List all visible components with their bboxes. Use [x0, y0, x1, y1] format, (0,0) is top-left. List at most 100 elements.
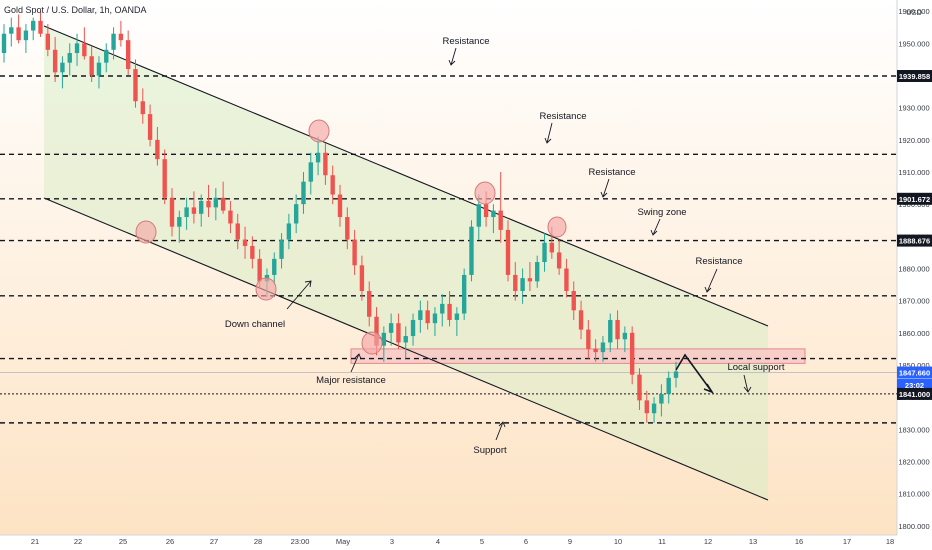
time-tick-label: 18 [886, 537, 894, 546]
annotation-swing-zone: Swing zone [637, 207, 686, 218]
price-tick-label: 1930.000 [898, 104, 929, 113]
candle-body [352, 239, 357, 266]
touch-circle [361, 331, 383, 355]
candle-body [469, 226, 474, 275]
touch-circle [474, 181, 496, 205]
time-tick-label: 23:00 [291, 537, 310, 546]
candle-body [345, 217, 350, 240]
price-label-badge [897, 192, 932, 205]
time-tick-label: 5 [480, 537, 484, 546]
candle-body [31, 20, 36, 31]
annotation-resistance-3: Resistance [589, 167, 636, 178]
candle-body [38, 20, 43, 34]
horizontal-levels [0, 75, 897, 424]
candle-body [162, 159, 167, 198]
time-tick-label: 10 [614, 537, 622, 546]
candle-body [177, 217, 182, 227]
touch-circle [135, 220, 157, 244]
time-tick-label: 3 [390, 537, 394, 546]
candle-body [410, 319, 416, 337]
candle-body [257, 258, 262, 282]
time-tick-label: 26 [166, 537, 174, 546]
time-tick-label: 6 [524, 537, 528, 546]
candle-body [155, 139, 160, 160]
candle-body [586, 329, 591, 349]
candle-body [666, 377, 671, 394]
time-tick-label: 13 [749, 537, 757, 546]
candle-body [9, 27, 14, 34]
candle-body [1, 33, 7, 54]
candle-body [279, 239, 284, 259]
projection-path[interactable] [675, 353, 713, 393]
candle-body [593, 348, 598, 353]
time-axis-background [0, 535, 897, 550]
touch-circle [255, 277, 277, 301]
price-tick-label: 1960.000 [898, 7, 929, 16]
projection-arrowhead [703, 383, 714, 394]
time-tick-label: 12 [704, 537, 712, 546]
price-tick-label: 1880.000 [898, 265, 929, 274]
candle-body [505, 229, 511, 275]
candlestick-series [1, 11, 679, 423]
price-tick-label: 1810.000 [898, 490, 929, 499]
candle-body [89, 56, 94, 76]
time-tick-label: May [336, 537, 350, 546]
price-label-text: 1888.676 [899, 237, 930, 246]
price-tick-label: 1920.000 [898, 136, 929, 145]
price-tick-label: 1850.000 [898, 361, 929, 370]
candle-body [133, 69, 138, 102]
price-label-badge [897, 378, 932, 391]
price-label-text: 1901.672 [899, 195, 930, 204]
candle-body [629, 332, 635, 375]
candle-body [23, 30, 29, 41]
time-tick-label: 25 [119, 537, 127, 546]
candle-body [242, 239, 248, 246]
price-label-text: 1939.858 [899, 72, 930, 81]
annotation-down-channel: Down channel [225, 319, 285, 330]
major-resistance-zone[interactable] [350, 348, 806, 364]
price-tick-label: 1830.000 [898, 425, 929, 434]
candle-body [578, 310, 584, 330]
candle-body [199, 200, 204, 214]
candle-body [235, 223, 240, 240]
annotation-resistance-4: Resistance [696, 256, 743, 267]
candle-body [45, 33, 51, 50]
candle-body [82, 43, 87, 57]
candle-body [272, 258, 277, 275]
candle-body [454, 313, 460, 320]
candle-body [600, 342, 606, 353]
time-axis-ticks: 21 22 25 26 27 28 23:00 May 3 4 5 6 9 10 11 12 13 16 17 18 [31, 537, 894, 546]
candle-body [615, 319, 620, 340]
time-tick-label: 4 [436, 537, 440, 546]
candle-body [118, 33, 124, 41]
candle-body [432, 313, 438, 324]
candle-body [213, 197, 219, 208]
price-tick-label: 1870.000 [898, 297, 929, 306]
candle-body [564, 268, 569, 292]
candle-body [396, 323, 401, 343]
candle-body [169, 197, 175, 227]
candle-body [637, 374, 642, 401]
price-label-text: 1841.000 [899, 390, 930, 399]
candle-body [228, 210, 233, 224]
down-channel-fill [44, 26, 768, 500]
candle-body [491, 210, 496, 218]
candle-body [520, 278, 525, 292]
touch-circle [308, 119, 330, 143]
candle-body [367, 291, 372, 317]
price-label-badge [897, 387, 932, 400]
candle-body [337, 194, 343, 218]
candle-body [191, 207, 197, 214]
time-tick-label: 28 [254, 537, 262, 546]
candle-body [622, 332, 628, 340]
price-tick-label: 1860.000 [898, 329, 929, 338]
candle-body [286, 223, 292, 240]
candle-body [513, 274, 518, 292]
candle-body [206, 200, 211, 208]
annotation-pointers [286, 47, 752, 441]
channel-upper-line[interactable] [43, 25, 769, 327]
candle-body [220, 197, 226, 211]
candle-body [104, 49, 109, 63]
